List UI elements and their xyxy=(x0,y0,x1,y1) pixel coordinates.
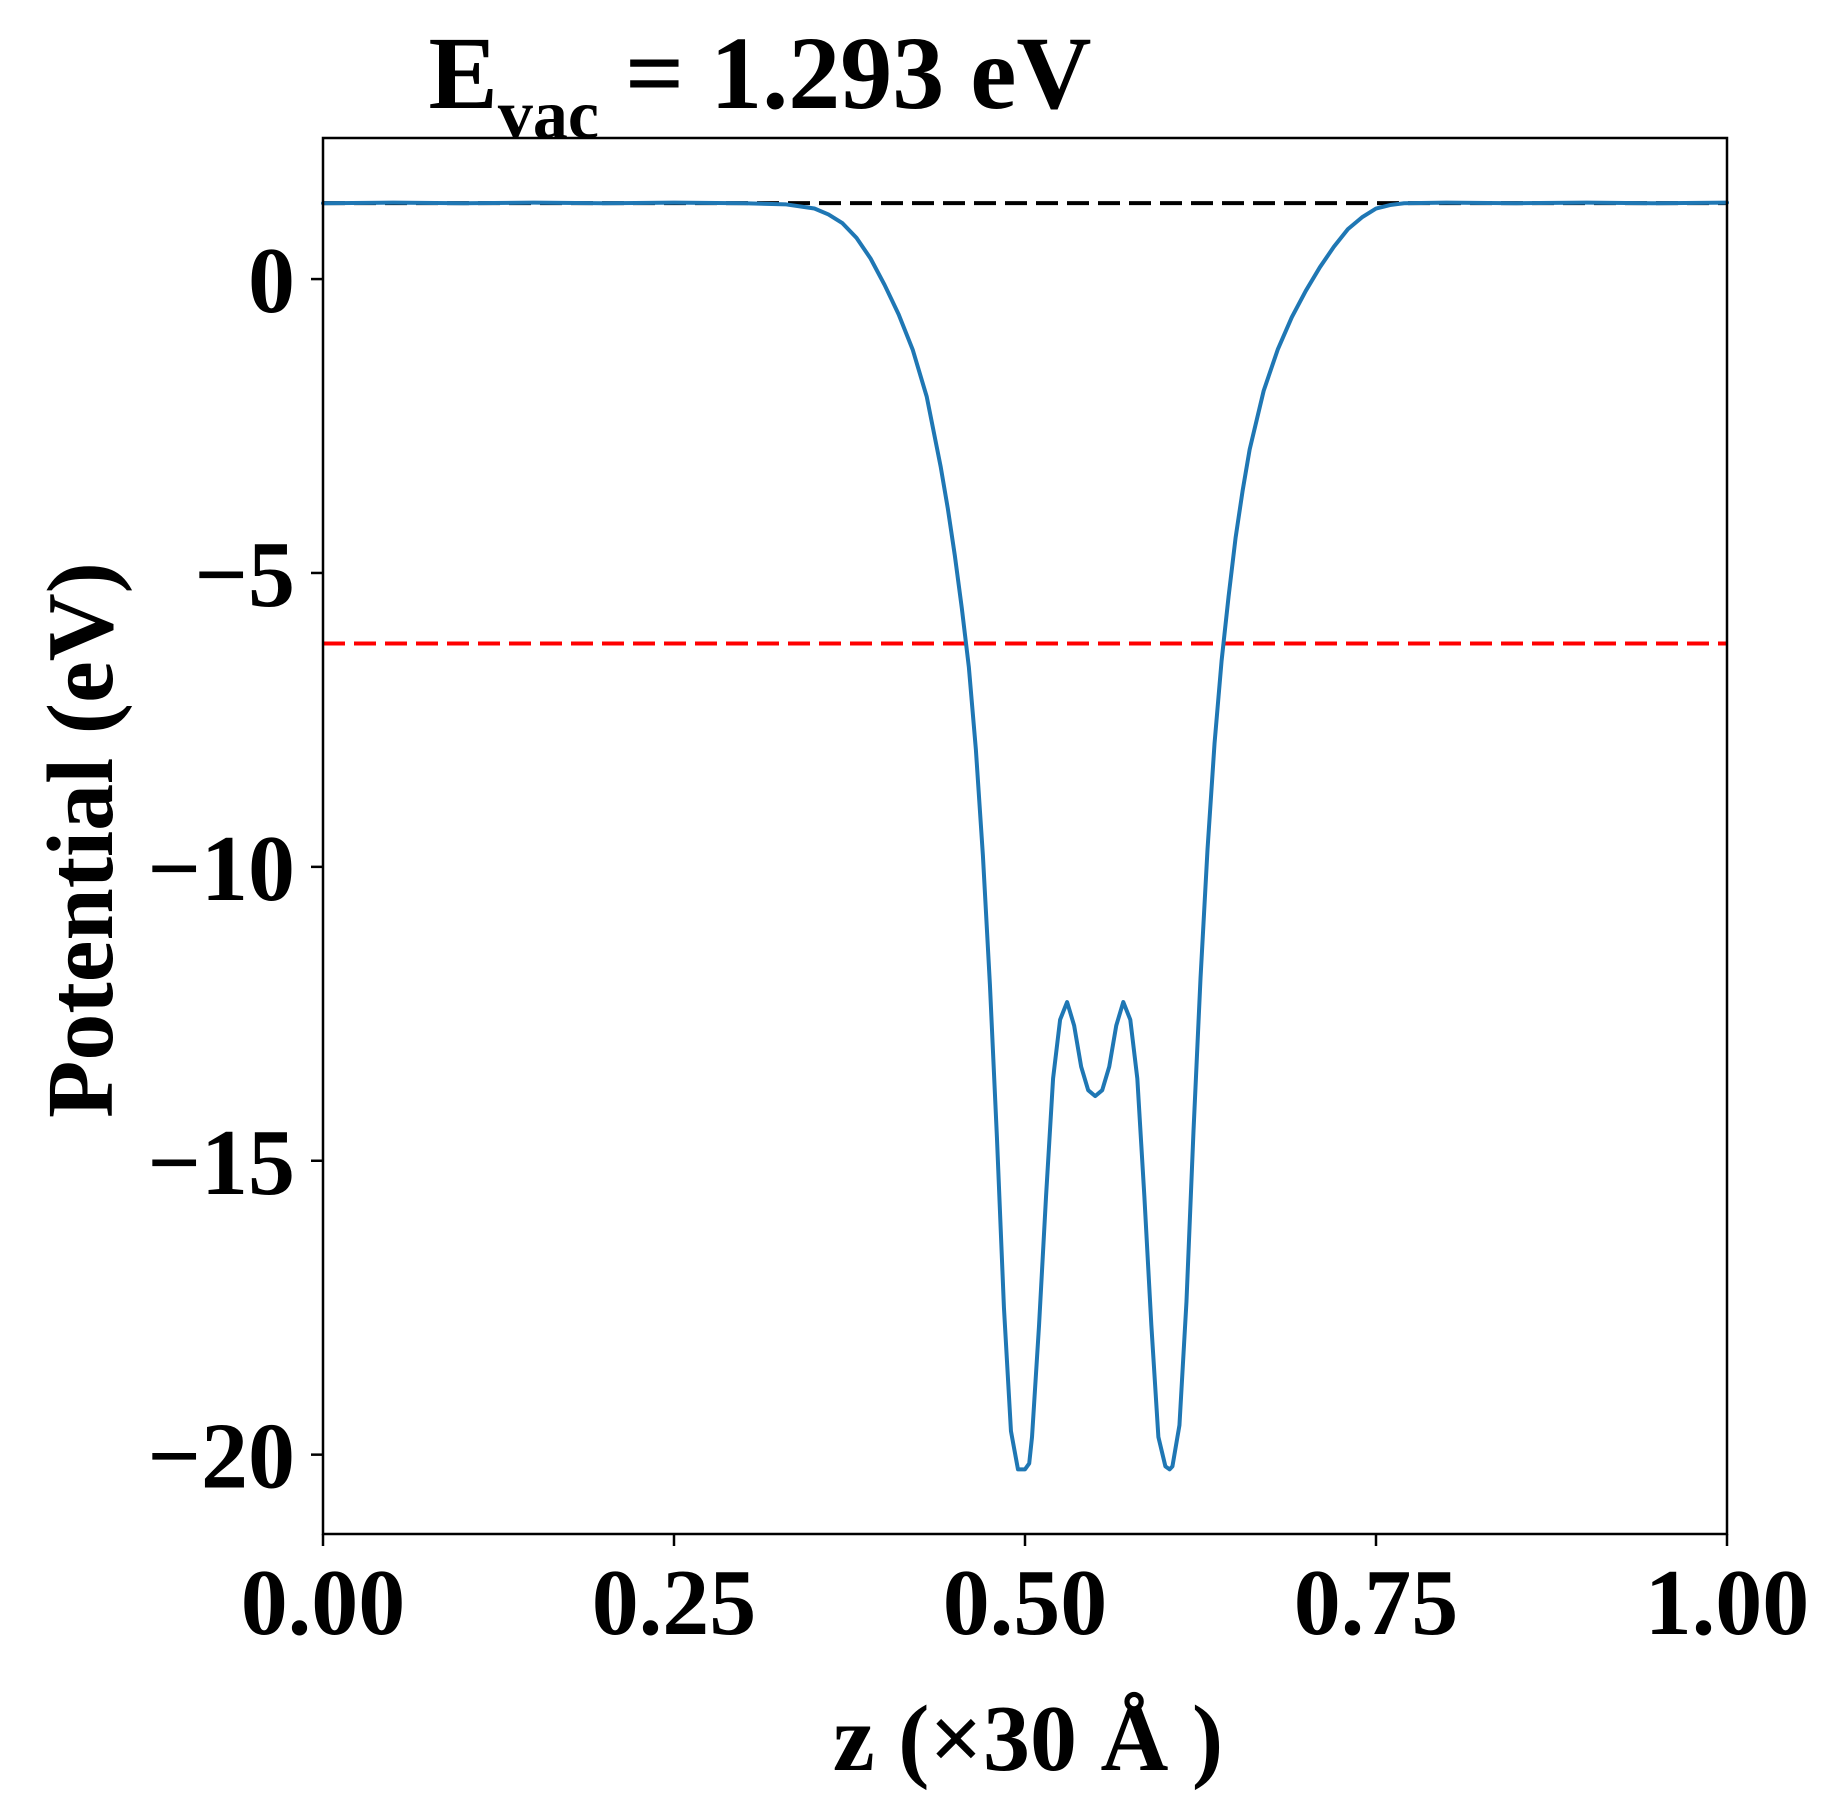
x-tick-label-3: 0.75 xyxy=(1294,1551,1459,1655)
chart-title-subscript: vac xyxy=(498,77,599,154)
y-tick-label-3: −15 xyxy=(147,1111,295,1215)
y-tick-label-2: −10 xyxy=(147,817,295,921)
y-tick-label-0: 0 xyxy=(248,229,295,333)
chart-title-rest: = 1.293 eV xyxy=(599,16,1092,131)
x-tick-label-4: 1.00 xyxy=(1645,1551,1810,1655)
x-tick-label-2: 0.50 xyxy=(943,1551,1108,1655)
axes-frame xyxy=(321,136,1729,1536)
chart-title: Evac = 1.293 eV xyxy=(429,16,1092,154)
plot-area: 0.00 0.25 0.50 0.75 1.00 0 −5 −10 −15 −20 xyxy=(147,136,1810,1655)
y-axis-label: Potential (eV) xyxy=(29,562,133,1118)
x-tick-label-0: 0.00 xyxy=(241,1551,406,1655)
x-axis-label: z (×30 Å ) xyxy=(833,1687,1223,1791)
series-line-0 xyxy=(321,200,1729,1472)
y-tick-label-1: −5 xyxy=(194,523,295,627)
x-tick-label-1: 0.25 xyxy=(592,1551,757,1655)
y-tick-label-4: −20 xyxy=(147,1405,295,1509)
chart-title-main: E xyxy=(429,16,498,131)
